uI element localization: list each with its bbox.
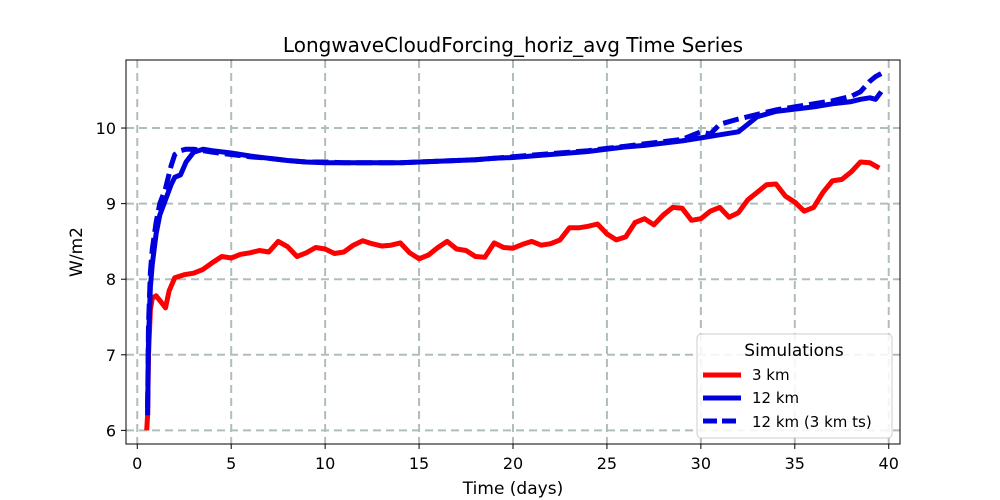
- x-tick-label: 5: [226, 454, 236, 473]
- legend-title: Simulations: [744, 341, 844, 361]
- x-tick-label: 10: [315, 454, 335, 473]
- y-tick-label: 6: [106, 421, 116, 440]
- chart-title: LongwaveCloudForcing_horiz_avg Time Seri…: [283, 33, 743, 57]
- legend-label-3km: 3 km: [752, 366, 790, 384]
- x-axis-label: Time (days): [462, 479, 563, 499]
- y-tick-label: 7: [106, 346, 116, 365]
- legend-box: [696, 333, 893, 439]
- axis-ticks: 0 5 10 15 20 25 30 35 40 6 7 8 9 10: [96, 119, 899, 473]
- legend-label-12km: 12 km: [752, 389, 799, 407]
- series-line-3km: [144, 159, 881, 431]
- x-tick-label: 40: [879, 454, 899, 473]
- x-tick-label: 35: [785, 454, 805, 473]
- y-tick-label: 10: [96, 119, 116, 138]
- legend-label-12km-3km-ts: 12 km (3 km ts): [752, 413, 872, 431]
- x-tick-label: 30: [691, 454, 711, 473]
- legend: Simulations 3 km 12 km 12 km (3 km ts): [696, 333, 893, 439]
- y-tick-label: 9: [106, 195, 116, 214]
- y-tick-label: 8: [106, 270, 116, 289]
- x-tick-label: 15: [409, 454, 429, 473]
- x-tick-label: 25: [597, 454, 617, 473]
- x-tick-label: 0: [132, 454, 142, 473]
- y-axis-label: W/m2: [67, 227, 87, 277]
- series-layer: [144, 71, 884, 431]
- x-tick-label: 20: [503, 454, 523, 473]
